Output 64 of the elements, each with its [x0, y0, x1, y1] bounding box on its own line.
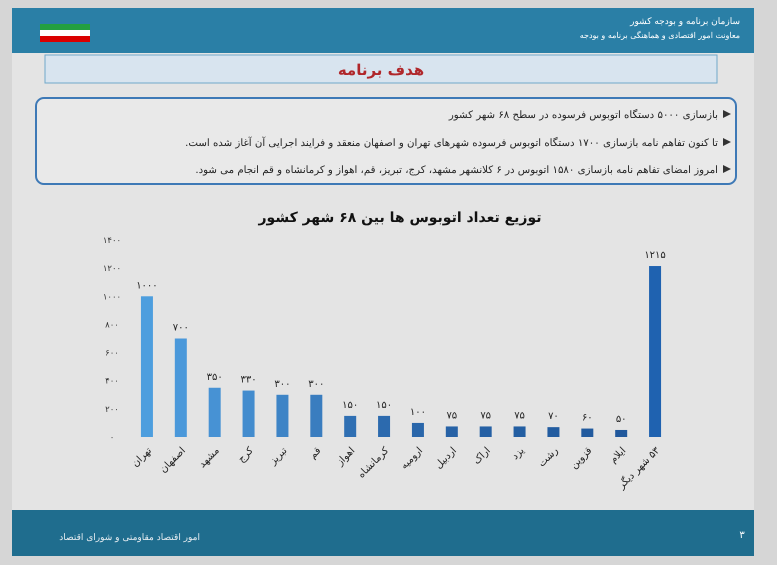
bar — [344, 416, 356, 437]
text: تا کنون تفاهم نامه بازسازی ۱۷۰۰ دستگاه اتوبوس فرسوده شهرهای تهران و اصفهان منعقد و فرایند اجرایی آن آغاز شده است. — [185, 136, 718, 149]
bar — [615, 430, 628, 437]
data-label: ۷۰۰ — [172, 322, 189, 334]
x-tick-label: ارومیه — [398, 445, 426, 472]
bar — [276, 394, 288, 437]
x-tick-label: کرج — [236, 445, 256, 465]
y-tick-label: ۱۰۰۰ — [102, 292, 122, 302]
chart-title: توزیع تعداد اتوبوس ها بین ۶۸ شهر کشور — [257, 210, 542, 226]
text: سازمان برنامه و بودجه کشور — [629, 17, 740, 27]
x-tick-label: مشهد — [196, 445, 222, 470]
data-label: ۳۵۰ — [206, 372, 223, 383]
y-tick-label: ۲۰۰ — [105, 404, 119, 415]
data-label: ۶۰ — [582, 412, 593, 424]
data-label: ۳۰۰ — [308, 378, 324, 390]
bar — [649, 266, 662, 437]
x-tick-label: تبریز — [267, 445, 290, 468]
text: بازسازی ۵۰۰۰ دستگاه اتوبوس فرسوده در سطح ۶۸ شهر کشور — [448, 108, 718, 121]
bar — [514, 426, 526, 437]
bar — [412, 422, 424, 437]
text: معاونت امور اقتصادی و هماهنگی برنامه و بودجه — [580, 30, 740, 40]
x-tick-label: قزوین — [568, 445, 595, 472]
bar — [140, 296, 153, 437]
text: امور اقتصاد مقاومتی و شورای اقتصاد — [59, 533, 200, 543]
data-label: ۱۵۰ — [342, 400, 358, 411]
text: هدف برنامه — [338, 61, 424, 79]
bar — [208, 388, 221, 437]
x-tick-label: اهواز — [334, 445, 358, 469]
x-tick-label: کرمانشاه — [356, 445, 392, 480]
x-tick-label: یزد — [510, 445, 527, 462]
x-tick-label: اردبیل — [433, 445, 459, 472]
data-label: ۳۳۰ — [240, 374, 257, 386]
bar — [480, 426, 492, 437]
data-label: ۵۰ — [616, 414, 627, 425]
bar — [174, 338, 187, 437]
text: امروز امضای تفاهم نامه بازسازی ۱۵۸۰ اتوبوس در ۶ کلانشهر مشهد، کرج، تبریز، قم، اهواز و کرمانشاه و قم انجام می شود. — [195, 165, 718, 176]
x-tick-label: تهران — [130, 445, 154, 470]
y-tick-label: ۱۴۰۰ — [102, 236, 122, 246]
x-tick-label: قم — [308, 445, 324, 462]
data-label: ۱۰۰۰ — [136, 280, 158, 292]
x-tick-label: رشت — [536, 445, 561, 470]
y-tick-label: ۱۲۰۰ — [102, 264, 122, 274]
bar — [310, 394, 322, 437]
data-label: ۷۵ — [446, 410, 458, 422]
data-label: ۱۰۰ — [410, 406, 426, 418]
x-tick-label: اراک — [471, 445, 493, 467]
data-label: ۷۰ — [548, 411, 559, 422]
text: ۳ — [739, 530, 746, 541]
x-tick-label: اصفهان — [158, 445, 188, 476]
y-tick-label: ۸۰۰ — [105, 320, 119, 330]
x-tick-label: ایلام — [608, 445, 628, 466]
data-label: ۷۵ — [514, 410, 525, 422]
bar — [242, 390, 255, 437]
y-tick-label: ٠ — [110, 433, 114, 443]
data-label: ۱۵۰ — [376, 400, 392, 411]
data-label: ۷۵ — [480, 410, 492, 422]
bar — [547, 427, 560, 437]
y-tick-label: ۴۰۰ — [105, 376, 119, 387]
data-label: ۳۰۰ — [274, 378, 290, 390]
bar — [581, 428, 594, 437]
bar — [378, 416, 390, 437]
bar — [446, 426, 458, 437]
data-label: ۱۲۱۵ — [644, 250, 666, 262]
y-tick-label: ۶۰۰ — [105, 348, 119, 359]
